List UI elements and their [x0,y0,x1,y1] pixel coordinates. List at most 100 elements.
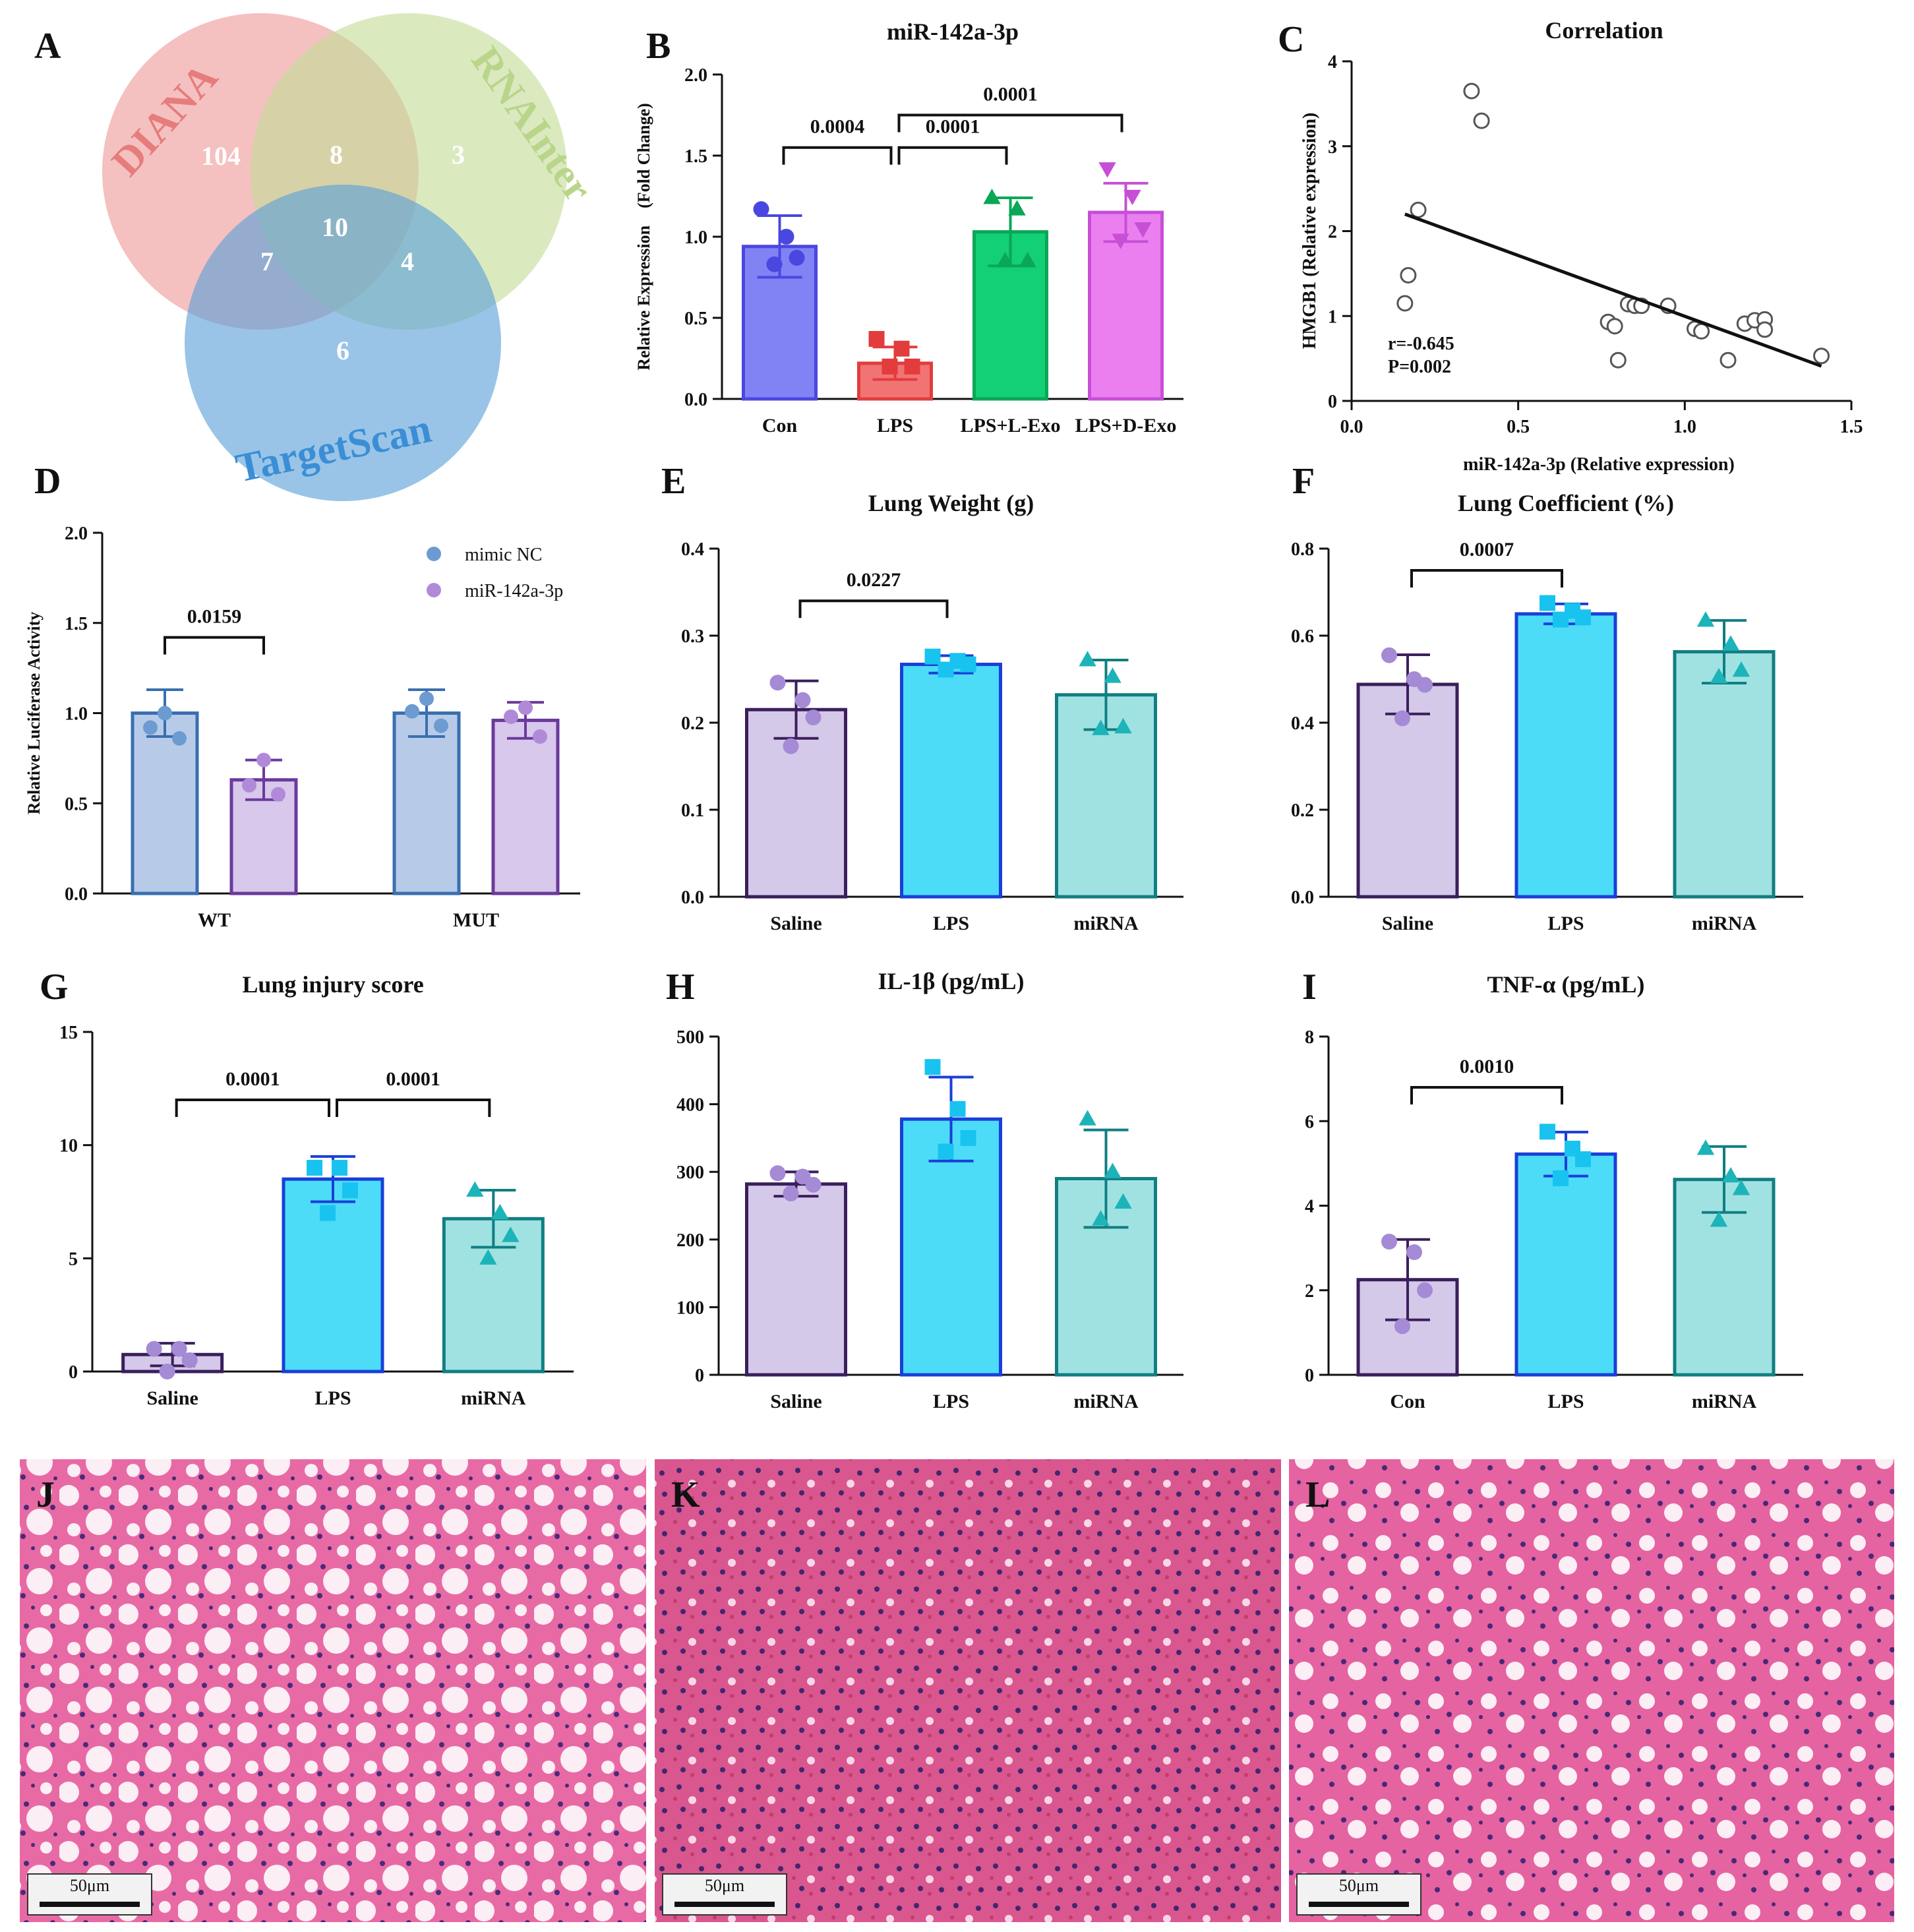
data-point [533,729,547,744]
data-point [518,700,533,715]
bar-3 [1673,649,1776,899]
panel-letter-g: G [40,967,69,1008]
x-tick-label: 0.0 [1340,417,1363,437]
data-point [996,252,1014,268]
y-tick-label: 100 [676,1298,704,1318]
data-point [1693,322,1710,340]
y-axis-label: Relative Luciferase Activity [24,612,44,815]
bar-2 [1514,612,1617,899]
data-point [158,706,172,721]
data-point [1463,82,1480,100]
y-tick-label: 0.1 [681,800,704,821]
x-axis-label: miR-142a-3p (Relative expression) [1463,454,1735,475]
data-point [1381,1234,1397,1250]
data-point [1396,295,1414,312]
data-point [1417,677,1433,693]
data-point [949,1101,966,1117]
y-tick-label: 0.0 [681,888,704,908]
y-tick-label: 4 [1328,52,1337,73]
significance-bracket [798,599,949,619]
x-tick-label: miRNA [1073,1391,1139,1412]
chart-panel-d: 0.0 0.5 1.0 1.5 2.0 Relative Luciferase Activ… [24,524,580,931]
data-point [1123,189,1141,206]
panel-letter-h: H [666,967,695,1008]
p-value-label: 0.0004 [810,116,865,138]
p-value-label: 0.0001 [386,1068,440,1090]
histology-image [1289,1459,1894,1922]
data-point [405,704,419,719]
venn-count-targetscan-only: 6 [336,336,349,365]
panel-letter-b: B [646,26,671,67]
scale-bar-label: 50μm [705,1876,744,1895]
chart-panel-g: 0 5 10 15 Lung injury score Saline LPS miRNA 0.0… [59,971,574,1409]
x-tick-label: MUT [453,909,499,931]
venn-count-diana-rnainter: 8 [330,140,343,169]
y-axis-label: HMGB1 (Relative expression) [1300,113,1320,349]
x-tick-label: Saline [146,1387,198,1409]
data-point [479,1249,497,1265]
x-tick-label: LPS [1547,1391,1584,1412]
y-tick-label: 6 [1305,1112,1314,1132]
x-tick-label: LPS [933,1391,969,1412]
y-tick-label: 1 [1328,307,1337,327]
y-tick-label: 2.0 [684,65,707,86]
data-point [502,1226,520,1242]
data-point [805,709,822,726]
data-point [882,358,898,375]
legend-swatch [427,583,441,597]
data-point [783,738,799,754]
scale-bar-label: 50μm [70,1876,109,1895]
y-tick-label: 5 [69,1249,78,1269]
panel-letter-c: C [1278,19,1304,60]
regression-line [1404,212,1822,368]
y-tick-label: 2.0 [65,524,88,544]
data-point [491,1203,509,1220]
data-point [1710,1211,1728,1227]
data-point [1079,651,1096,667]
x-tick-label: Saline [1382,913,1433,934]
data-point [171,1341,187,1357]
panel-letter-e: E [661,461,686,502]
data-point [1732,1180,1750,1195]
y-tick-label: 1.0 [684,227,707,248]
y-tick-label: 1.5 [684,146,707,167]
y-tick-label: 0.0 [65,884,88,905]
x-tick-label: LPS+D-Exo [1075,415,1177,437]
data-point [146,1341,162,1357]
y-tick-label: 0 [1305,1366,1314,1386]
data-point [960,656,976,673]
data-point [938,661,954,678]
x-tick-label: LPS [314,1387,351,1409]
y-tick-label: 200 [676,1230,704,1251]
y-tick-label: 15 [59,1023,78,1043]
panel-letter-j: J [36,1474,55,1515]
y-tick-label: 0.3 [681,626,704,647]
x-tick-label: miRNA [1692,1391,1757,1412]
scale-bar-box [1296,1873,1421,1916]
y-tick-label: 4 [1305,1197,1314,1217]
bar-2 [900,663,1002,899]
panel-letter-i: I [1302,967,1317,1008]
data-point [1813,347,1830,365]
chart-panel-c: 0 1 2 3 4 0.0 0.5 1.0 1.5 Correlation miR-142a-3p … [1300,17,1863,475]
data-point [868,330,885,347]
chart-title: miR-142a-3p [887,18,1019,45]
data-point [181,1352,198,1368]
venn-count-all-three: 10 [322,212,348,242]
data-point [1540,595,1555,611]
data-point [1092,719,1110,735]
histology-panel-k: K 50μm [655,1459,1281,1922]
data-point [1720,351,1737,369]
data-point [1575,1151,1591,1167]
bar-mut-1 [392,711,461,895]
chart-panel-h: 0 100 200 300 400 500 IL-1β (pg/mL) Saline LPS mi… [676,968,1183,1412]
data-point [789,249,805,266]
data-point [466,1181,484,1197]
y-tick-label: 0.8 [1291,539,1314,560]
data-point [1079,1110,1096,1126]
scale-bar [674,1902,775,1907]
data-point [1473,112,1490,129]
data-point [983,189,1001,204]
data-point [1114,1193,1132,1209]
venn-count-rnainter-targetscan: 4 [401,247,414,276]
